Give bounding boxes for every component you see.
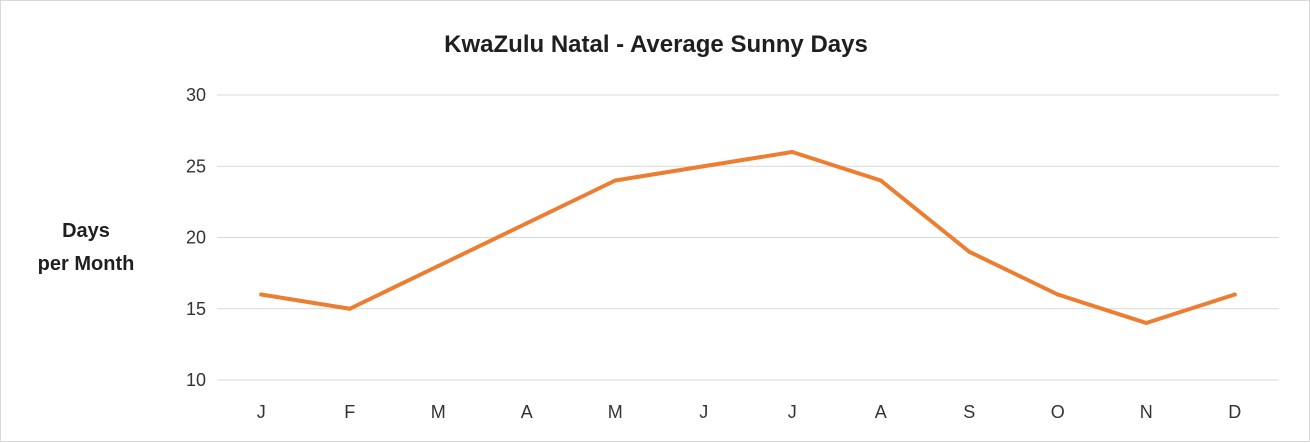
x-tick-label: J [699, 402, 708, 422]
y-tick-label: 30 [186, 85, 206, 105]
series-line [259, 150, 1237, 325]
gridlines [217, 94, 1279, 381]
x-tick-label: M [431, 402, 446, 422]
x-tick-label: O [1051, 402, 1065, 422]
x-tick-label: M [608, 402, 623, 422]
y-tick-label: 25 [186, 156, 206, 176]
y-tick-label: 15 [186, 299, 206, 319]
data-point [347, 306, 352, 311]
series-layer [259, 150, 1237, 325]
data-point [436, 264, 441, 268]
data-point [1055, 292, 1060, 297]
data-point [1232, 292, 1237, 297]
x-tick-label: A [521, 402, 533, 422]
data-point [967, 249, 972, 254]
data-point [259, 292, 264, 297]
data-point [701, 164, 706, 169]
x-tick-label: J [788, 402, 797, 422]
y-tick-label: 20 [186, 228, 206, 248]
y-tick-labels: 10 15 20 25 30 [186, 85, 206, 390]
data-point [878, 178, 883, 183]
y-tick-label: 10 [186, 370, 206, 390]
chart-title: KwaZulu Natal - Average Sunny Days [444, 31, 868, 58]
x-tick-label: D [1228, 402, 1241, 422]
y-axis-label-line-1: Days [62, 220, 110, 242]
x-tick-label: N [1140, 402, 1153, 422]
x-tick-label: F [344, 402, 355, 422]
x-tick-label: J [257, 402, 266, 422]
data-point [790, 150, 795, 154]
data-point [613, 178, 618, 183]
x-tick-label: A [875, 402, 887, 422]
data-point [524, 221, 529, 226]
data-point [1144, 321, 1149, 325]
y-axis-label-line-2: per Month [38, 253, 135, 275]
x-tick-label: S [963, 402, 975, 422]
